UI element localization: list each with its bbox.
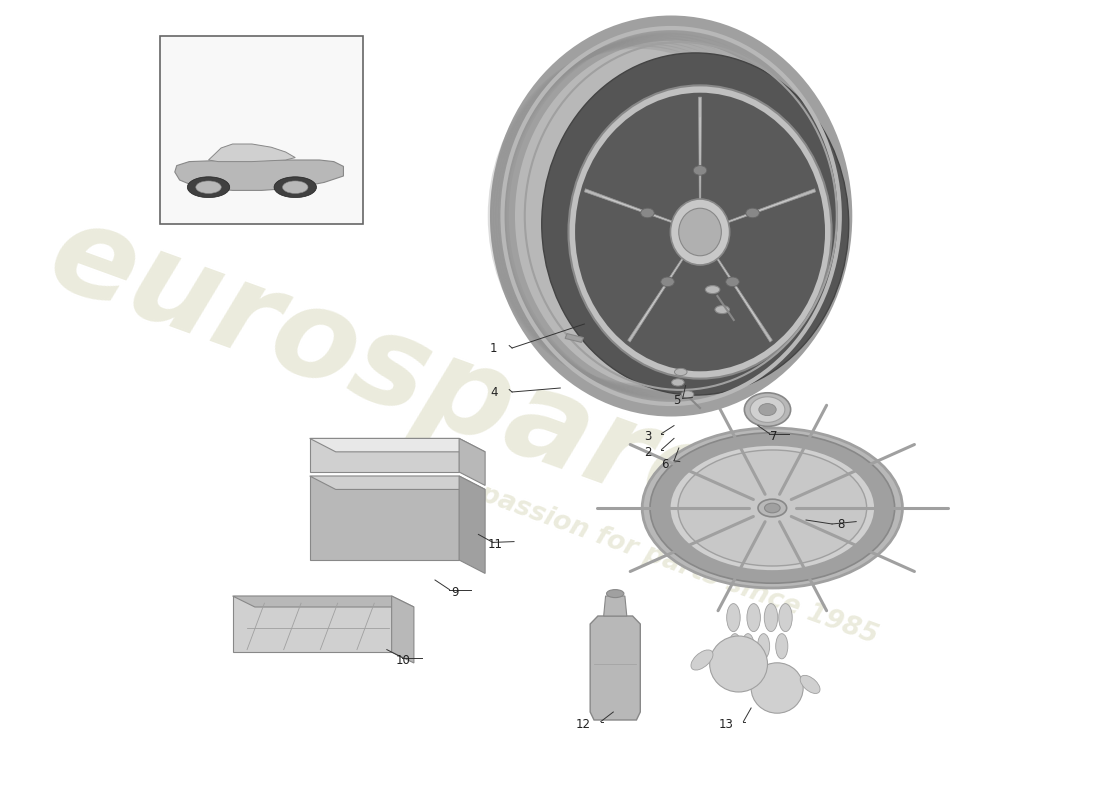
Ellipse shape (642, 428, 902, 588)
Ellipse shape (661, 277, 674, 286)
Text: 7: 7 (770, 430, 777, 442)
Ellipse shape (541, 53, 849, 395)
Text: 3: 3 (645, 430, 652, 442)
Ellipse shape (503, 28, 839, 404)
Ellipse shape (729, 634, 741, 659)
Ellipse shape (274, 177, 317, 198)
Ellipse shape (670, 445, 876, 571)
Polygon shape (715, 255, 761, 325)
Ellipse shape (764, 503, 780, 513)
Ellipse shape (727, 604, 740, 632)
Ellipse shape (678, 450, 867, 566)
Ellipse shape (606, 590, 624, 598)
Ellipse shape (758, 634, 770, 659)
Polygon shape (459, 476, 485, 574)
Text: 11: 11 (487, 538, 503, 550)
Polygon shape (604, 596, 627, 616)
Ellipse shape (747, 604, 760, 632)
Ellipse shape (672, 378, 684, 386)
Polygon shape (175, 160, 343, 190)
Polygon shape (584, 189, 678, 225)
Ellipse shape (759, 403, 777, 416)
Ellipse shape (640, 208, 654, 218)
Ellipse shape (705, 286, 719, 294)
Polygon shape (310, 476, 485, 490)
Polygon shape (459, 438, 485, 486)
Ellipse shape (650, 433, 894, 583)
Ellipse shape (283, 181, 308, 194)
Ellipse shape (710, 636, 768, 692)
Ellipse shape (693, 166, 707, 175)
Ellipse shape (750, 397, 784, 422)
Text: 2: 2 (645, 446, 652, 458)
Ellipse shape (745, 393, 791, 426)
Polygon shape (310, 438, 485, 452)
Polygon shape (723, 189, 815, 225)
Text: 5: 5 (673, 394, 681, 406)
FancyBboxPatch shape (161, 36, 363, 224)
Polygon shape (602, 196, 675, 223)
Ellipse shape (715, 306, 729, 314)
Ellipse shape (187, 177, 230, 198)
Ellipse shape (726, 277, 739, 286)
Polygon shape (565, 334, 583, 342)
Ellipse shape (779, 604, 792, 632)
Polygon shape (628, 253, 686, 342)
Ellipse shape (674, 368, 688, 376)
Polygon shape (591, 616, 640, 720)
Polygon shape (232, 596, 392, 652)
Ellipse shape (679, 208, 722, 256)
Ellipse shape (800, 675, 820, 694)
Ellipse shape (764, 604, 778, 632)
Polygon shape (232, 596, 414, 607)
Polygon shape (310, 438, 459, 472)
Polygon shape (310, 476, 459, 560)
Text: 9: 9 (452, 586, 459, 598)
Ellipse shape (776, 634, 788, 659)
Ellipse shape (741, 634, 754, 659)
Ellipse shape (575, 93, 825, 371)
Polygon shape (698, 97, 702, 206)
Polygon shape (639, 255, 685, 325)
Ellipse shape (751, 662, 803, 714)
Polygon shape (209, 144, 295, 162)
Text: 10: 10 (396, 654, 411, 666)
Text: 6: 6 (661, 458, 668, 470)
Text: eurospares: eurospares (33, 192, 817, 576)
Text: 1: 1 (491, 342, 497, 354)
Ellipse shape (758, 499, 786, 517)
Text: 4: 4 (491, 386, 497, 398)
Text: 12: 12 (576, 718, 591, 730)
Ellipse shape (569, 86, 832, 378)
Ellipse shape (681, 390, 694, 398)
Text: 8: 8 (837, 518, 845, 530)
Text: 13: 13 (719, 718, 734, 730)
Polygon shape (392, 596, 414, 663)
Ellipse shape (691, 650, 713, 670)
Ellipse shape (746, 208, 759, 218)
Polygon shape (725, 196, 797, 223)
Ellipse shape (670, 199, 729, 265)
Ellipse shape (196, 181, 221, 194)
Polygon shape (714, 253, 772, 342)
Text: a passion for parts since 1985: a passion for parts since 1985 (451, 471, 881, 649)
